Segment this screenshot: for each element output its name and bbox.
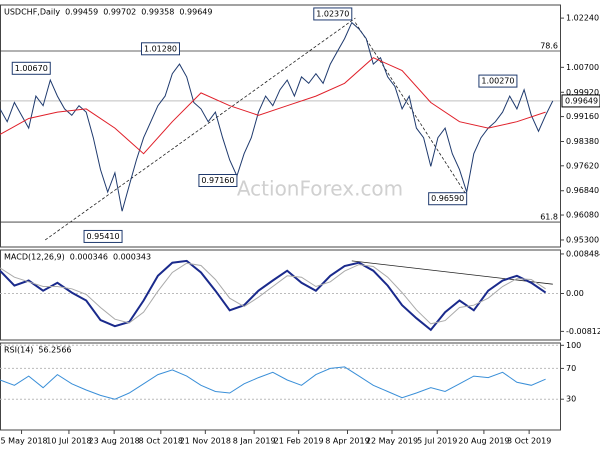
last-price-box [561,94,600,108]
trendline [44,17,356,241]
header-value: 56.2566 [38,346,71,355]
x-tick-label: 23 Aug 2018 [89,437,140,446]
x-tick-label: 8 Jan 2019 [233,437,276,446]
trendline [355,22,468,196]
annotation-label: 0.95410 [87,232,120,241]
x-tick-label: 5 Jul 2019 [417,437,457,446]
y-tick-label: 30 [566,395,576,404]
y-tick-label: 0.96840 [566,186,599,195]
panel-title: RSI(14) [4,346,33,355]
last-price-label: 0.99649 [565,96,598,105]
annotation-box [11,61,51,75]
x-tick-label: 8 Oct 2018 [139,437,183,446]
y-tick-label: 70 [566,364,576,373]
series-line [0,262,546,325]
y-tick-label: 1.00700 [566,63,599,72]
x-tick-label: 22 May 2019 [366,437,418,446]
header-value: 0.000343 [113,253,151,262]
panel-frame [0,342,561,431]
series-line [0,57,546,155]
annotation-box [198,174,238,188]
header-value: 0.99649 [179,8,212,17]
x-tick-label: 3 Oct 2019 [507,437,551,446]
annotation-label: 1.00670 [15,64,48,73]
panel-frame [0,4,561,248]
annotation-label: 0.97160 [201,176,234,185]
x-tick-label: 21 Nov 2018 [180,437,231,446]
annotation-label: 1.01280 [144,44,177,53]
annotation-box [428,192,468,206]
y-tick-label: -0.008123 [566,327,600,336]
watermark: ActionForex.com [237,177,403,201]
header-value: 0.99358 [141,8,174,17]
x-tick-label: 20 Aug 2019 [458,437,509,446]
annotation-label: 1.00270 [481,77,514,86]
y-tick-label: 0.00 [566,289,584,298]
y-tick-label: 1.02240 [566,14,599,23]
panel-title: USDCHF,Daily [4,8,60,17]
series-line [0,259,547,332]
annotation-box [140,42,180,56]
header-value: 0.99702 [103,8,136,17]
annotation-box [478,74,518,88]
trendline [351,260,553,285]
annotation-box [313,7,353,21]
fib-label: 78.6 [540,42,558,51]
y-tick-label: 0.99920 [566,88,599,97]
series-line [0,366,546,400]
y-tick-label: 0.98380 [566,137,599,146]
series-line [0,21,554,212]
header-value: 0.99459 [65,8,98,17]
panel-frame [0,249,561,341]
x-tick-label: 21 Feb 2019 [274,437,324,446]
y-tick-label: 0.97620 [566,161,599,170]
annotation-label: 1.02370 [316,9,349,18]
y-tick-label: 0.96080 [566,211,599,220]
y-tick-label: 0.008484 [566,249,600,258]
y-tick-label: 100 [566,341,581,350]
x-tick-label: 25 May 2018 [0,437,48,446]
header-value: 0.000346 [70,253,108,262]
y-tick-label: 0.95300 [566,235,599,244]
x-tick-label: 8 Apr 2019 [325,437,369,446]
fib-label: 61.8 [540,213,558,222]
x-tick-label: 10 Jul 2018 [46,437,91,446]
annotation-box [83,229,123,243]
y-tick-label: 0.99160 [566,112,599,121]
panel-title: MACD(12,26,9) [4,253,65,262]
annotation-label: 0.96590 [431,194,464,203]
